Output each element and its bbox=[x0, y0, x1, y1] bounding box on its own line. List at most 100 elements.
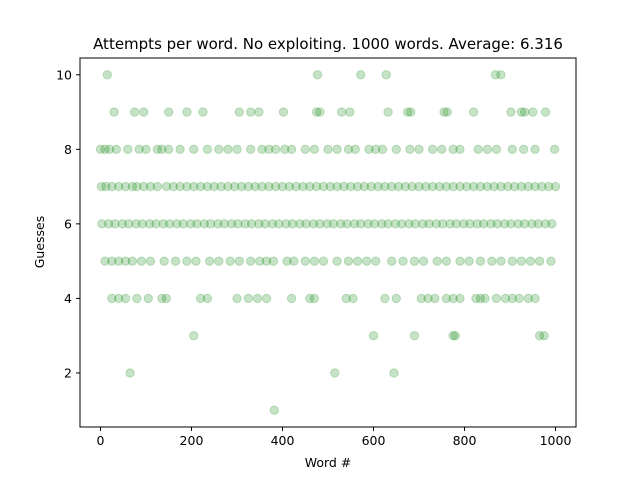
y-tick-label: 2 bbox=[64, 365, 72, 380]
data-point bbox=[491, 144, 502, 155]
data-point bbox=[243, 181, 254, 192]
data-point bbox=[152, 144, 163, 155]
data-point bbox=[97, 219, 107, 229]
data-point bbox=[387, 256, 397, 266]
data-point bbox=[528, 107, 538, 117]
data-point bbox=[199, 219, 209, 229]
data-point bbox=[254, 107, 264, 117]
data-point bbox=[100, 144, 110, 155]
data-point bbox=[432, 256, 442, 266]
data-point bbox=[398, 256, 408, 266]
data-point bbox=[301, 219, 311, 229]
data-point bbox=[274, 219, 284, 229]
data-point bbox=[509, 181, 520, 192]
data-point bbox=[414, 181, 424, 192]
data-point bbox=[489, 181, 499, 192]
x-tick-label: 400 bbox=[271, 433, 295, 448]
data-point bbox=[113, 256, 124, 266]
data-point bbox=[341, 293, 351, 304]
data-point bbox=[356, 70, 366, 80]
data-point bbox=[427, 144, 438, 155]
data-point bbox=[475, 256, 486, 266]
data-point bbox=[159, 256, 169, 266]
data-point bbox=[380, 293, 390, 304]
data-point bbox=[264, 144, 274, 155]
data-point bbox=[164, 219, 175, 229]
data-point bbox=[383, 219, 393, 229]
data-point bbox=[209, 181, 219, 192]
data-point bbox=[364, 144, 374, 155]
data-point bbox=[225, 256, 235, 266]
data-point bbox=[254, 219, 264, 229]
data-point bbox=[328, 219, 339, 229]
data-point bbox=[286, 144, 297, 155]
data-point bbox=[445, 219, 455, 229]
data-point bbox=[261, 293, 272, 304]
data-point bbox=[404, 219, 414, 229]
data-point bbox=[352, 256, 363, 266]
data-point bbox=[349, 219, 360, 229]
data-point bbox=[455, 144, 465, 155]
data-point bbox=[300, 144, 310, 155]
data-point bbox=[336, 219, 346, 229]
data-point bbox=[409, 256, 420, 266]
data-point bbox=[506, 107, 516, 117]
data-point bbox=[145, 256, 156, 266]
data-point bbox=[233, 219, 243, 229]
data-point bbox=[332, 181, 342, 192]
data-point bbox=[473, 144, 483, 155]
data-point bbox=[496, 70, 506, 80]
data-point bbox=[478, 219, 489, 229]
data-point bbox=[530, 293, 540, 304]
data-point bbox=[232, 144, 242, 155]
data-point bbox=[295, 219, 305, 229]
data-point bbox=[514, 293, 524, 304]
data-point bbox=[145, 181, 156, 192]
data-point bbox=[437, 219, 448, 229]
data-point bbox=[315, 107, 325, 117]
data-point bbox=[312, 70, 323, 80]
data-point bbox=[277, 181, 288, 192]
data-point bbox=[455, 181, 465, 192]
data-point bbox=[424, 219, 434, 229]
data-point bbox=[189, 181, 199, 192]
data-point bbox=[168, 181, 178, 192]
data-point bbox=[366, 181, 376, 192]
points-layer bbox=[95, 70, 561, 415]
data-point bbox=[318, 256, 329, 266]
data-point bbox=[191, 256, 201, 266]
data-point bbox=[226, 219, 237, 229]
data-point bbox=[336, 107, 347, 117]
data-point bbox=[441, 256, 452, 266]
data-point bbox=[407, 181, 417, 192]
data-point bbox=[127, 256, 138, 266]
data-point bbox=[170, 256, 181, 266]
data-point bbox=[352, 181, 363, 192]
data-point bbox=[139, 107, 149, 117]
data-point bbox=[284, 181, 295, 192]
data-point bbox=[110, 219, 120, 229]
data-point bbox=[439, 107, 449, 117]
data-point bbox=[141, 144, 151, 155]
data-point bbox=[216, 181, 226, 192]
plot-background bbox=[80, 58, 576, 427]
x-tick-label: 200 bbox=[180, 433, 204, 448]
data-point bbox=[464, 256, 474, 266]
data-point bbox=[250, 181, 260, 192]
data-point bbox=[234, 107, 244, 117]
data-point bbox=[309, 256, 320, 266]
data-point bbox=[305, 293, 315, 304]
data-point bbox=[448, 293, 458, 304]
data-point bbox=[286, 293, 297, 304]
data-point bbox=[507, 256, 517, 266]
data-point bbox=[323, 144, 333, 155]
data-point bbox=[462, 181, 472, 192]
data-point bbox=[518, 144, 529, 155]
data-point bbox=[343, 144, 354, 155]
data-point bbox=[260, 219, 270, 229]
data-point bbox=[359, 181, 370, 192]
data-point bbox=[125, 368, 135, 378]
data-point bbox=[500, 293, 511, 304]
data-point bbox=[305, 181, 315, 192]
data-point bbox=[482, 144, 492, 155]
